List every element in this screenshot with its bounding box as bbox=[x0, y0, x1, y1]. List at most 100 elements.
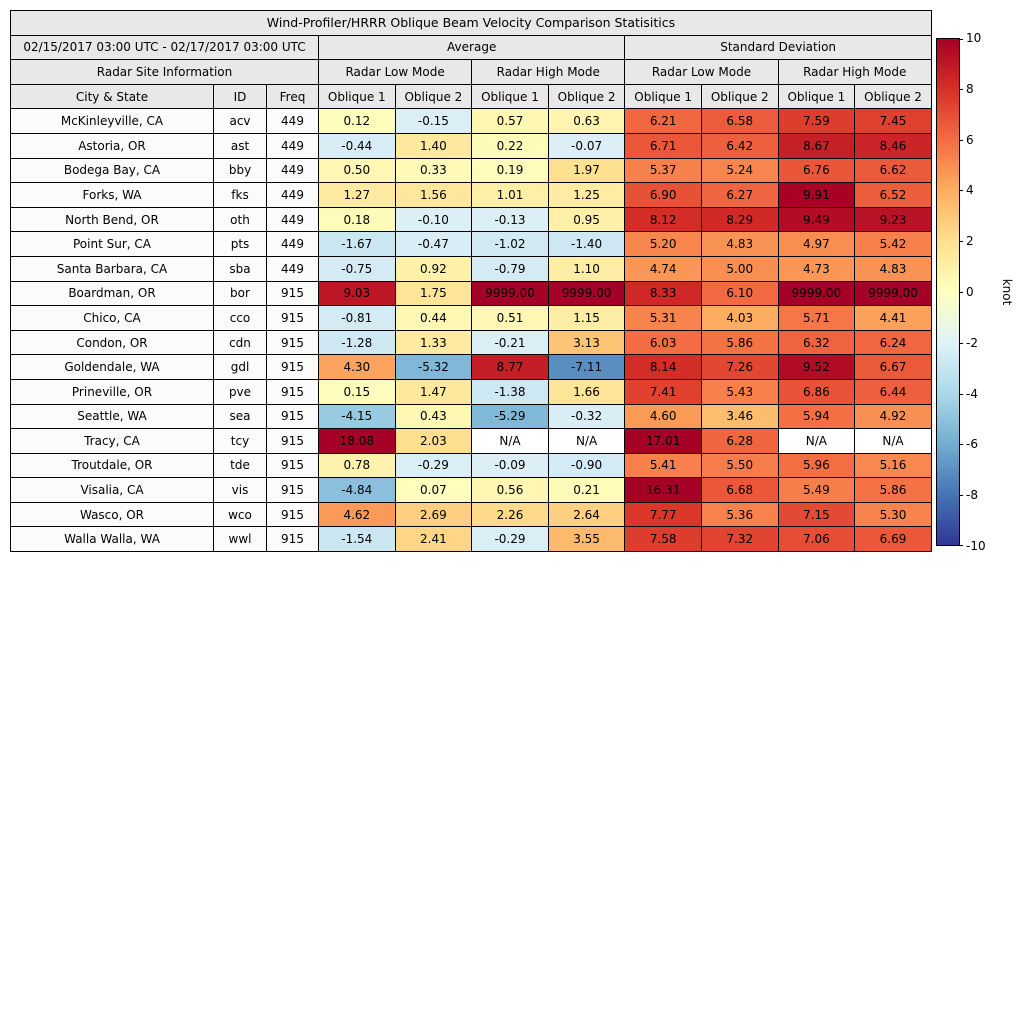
city-state-cell: Point Sur, CA bbox=[10, 231, 214, 257]
table-row: Visalia, CA vis 915 -4.84 0.07 0.56 0.21 16.31 6… bbox=[10, 477, 932, 503]
value-cell: 1.33 bbox=[394, 329, 473, 356]
value-cell: 0.50 bbox=[318, 157, 396, 184]
value-cell: 2.03 bbox=[394, 428, 473, 454]
value-cell: -5.32 bbox=[394, 354, 473, 380]
colorbar-tick-mark bbox=[959, 139, 963, 141]
value-cell: 5.36 bbox=[700, 501, 779, 528]
site-id-cell: fks bbox=[213, 182, 267, 208]
value-cell: 6.03 bbox=[624, 329, 702, 356]
value-cell: 4.92 bbox=[854, 403, 932, 430]
table-row: Tracy, CA tcy 915 18.08 2.03 N/A N/A 17.01 6.28 N… bbox=[10, 428, 932, 454]
table-title: Wind-Profiler/HRRR Oblique Beam Velocity… bbox=[10, 10, 932, 36]
value-cell: 6.90 bbox=[624, 182, 702, 208]
value-cell: 0.19 bbox=[471, 157, 549, 184]
site-id-cell: bby bbox=[213, 157, 267, 184]
city-state-column-header: City & State bbox=[10, 83, 214, 110]
site-id-cell: cdn bbox=[213, 329, 267, 356]
value-cell: 7.06 bbox=[777, 526, 856, 553]
oblique2-column-header: Oblique 2 bbox=[854, 83, 932, 110]
value-cell: -4.15 bbox=[318, 403, 396, 430]
value-cell: -0.13 bbox=[471, 206, 549, 233]
value-cell: 5.37 bbox=[624, 157, 702, 184]
value-cell: -0.07 bbox=[547, 132, 626, 159]
table-row: Walla Walla, WA wwl 915 -1.54 2.41 -0.29 3.55 7… bbox=[10, 526, 932, 553]
site-id-cell: acv bbox=[213, 108, 267, 134]
value-cell: 9.91 bbox=[777, 182, 856, 208]
value-cell: 8.67 bbox=[777, 132, 856, 159]
oblique1-column-header: Oblique 1 bbox=[624, 83, 702, 110]
colorbar-bar bbox=[936, 38, 963, 546]
site-id-cell: cco bbox=[213, 305, 267, 331]
value-cell: 4.41 bbox=[854, 305, 932, 331]
value-cell: 5.31 bbox=[624, 305, 702, 331]
freq-cell: 449 bbox=[266, 206, 319, 233]
city-state-cell: North Bend, OR bbox=[10, 206, 214, 233]
city-state-cell: Chico, CA bbox=[10, 305, 214, 331]
value-cell: 5.94 bbox=[777, 403, 856, 430]
value-cell: 0.92 bbox=[394, 255, 473, 282]
value-cell: 2.41 bbox=[394, 526, 473, 553]
value-cell: 0.51 bbox=[471, 305, 549, 331]
mode-header-row: Radar Site Information Radar Low Mode Ra… bbox=[10, 59, 932, 85]
value-cell: 7.59 bbox=[777, 108, 856, 134]
value-cell: 0.63 bbox=[547, 108, 626, 134]
city-state-cell: Astoria, OR bbox=[10, 132, 214, 159]
value-cell: N/A bbox=[777, 428, 856, 454]
freq-cell: 915 bbox=[266, 280, 319, 307]
value-cell: 17.01 bbox=[624, 428, 702, 454]
value-cell: 1.56 bbox=[394, 182, 473, 208]
value-cell: 6.10 bbox=[700, 280, 779, 307]
sd-low-mode-header: Radar Low Mode bbox=[624, 59, 779, 85]
freq-cell: 915 bbox=[266, 354, 319, 380]
site-id-cell: wwl bbox=[213, 526, 267, 553]
value-cell: -0.32 bbox=[547, 403, 626, 430]
oblique2-column-header: Oblique 2 bbox=[547, 83, 626, 110]
value-cell: 6.52 bbox=[854, 182, 932, 208]
colorbar-tick-label: -8 bbox=[966, 488, 978, 503]
value-cell: 9999.00 bbox=[471, 280, 549, 307]
value-cell: -0.44 bbox=[318, 132, 396, 159]
value-cell: 4.62 bbox=[318, 501, 396, 528]
table-row: Wasco, OR wco 915 4.62 2.69 2.26 2.64 7.77 5.36 7… bbox=[10, 501, 932, 528]
value-cell: 5.42 bbox=[854, 231, 932, 257]
column-header-row: City & State ID Freq Oblique 1 Oblique 2… bbox=[10, 83, 932, 110]
table-row: Bodega Bay, CA bby 449 0.50 0.33 0.19 1.97 5.37… bbox=[10, 157, 932, 184]
value-cell: 1.66 bbox=[547, 378, 626, 405]
value-cell: 5.49 bbox=[777, 477, 856, 503]
value-cell: -0.79 bbox=[471, 255, 549, 282]
value-cell: 0.12 bbox=[318, 108, 396, 134]
value-cell: -0.90 bbox=[547, 452, 626, 479]
value-cell: 16.31 bbox=[624, 477, 702, 503]
colorbar-tick-mark bbox=[959, 88, 963, 90]
colorbar-tick-mark bbox=[959, 545, 963, 546]
table-row: Astoria, OR ast 449 -0.44 1.40 0.22 -0.07 6.71 6… bbox=[10, 132, 932, 159]
value-cell: 6.44 bbox=[854, 378, 932, 405]
value-cell: 7.58 bbox=[624, 526, 702, 553]
value-cell: 6.42 bbox=[700, 132, 779, 159]
value-cell: -0.29 bbox=[394, 452, 473, 479]
value-cell: 1.10 bbox=[547, 255, 626, 282]
colorbar-tick-mark bbox=[959, 444, 963, 446]
value-cell: 6.67 bbox=[854, 354, 932, 380]
city-state-cell: Prineville, OR bbox=[10, 378, 214, 405]
value-cell: 5.24 bbox=[700, 157, 779, 184]
value-cell: 4.74 bbox=[624, 255, 702, 282]
value-cell: N/A bbox=[471, 428, 549, 454]
value-cell: 6.62 bbox=[854, 157, 932, 184]
value-cell: 8.12 bbox=[624, 206, 702, 233]
value-cell: 4.03 bbox=[700, 305, 779, 331]
table-row: Prineville, OR pve 915 0.15 1.47 -1.38 1.66 7.4… bbox=[10, 378, 932, 405]
colorbar-tick-mark bbox=[959, 342, 963, 344]
value-cell: 0.57 bbox=[471, 108, 549, 134]
table-row: Condon, OR cdn 915 -1.28 1.33 -0.21 3.13 6.03 5.… bbox=[10, 329, 932, 356]
freq-cell: 915 bbox=[266, 501, 319, 528]
value-cell: 4.60 bbox=[624, 403, 702, 430]
value-cell: 5.41 bbox=[624, 452, 702, 479]
value-cell: 3.46 bbox=[700, 403, 779, 430]
city-state-cell: Walla Walla, WA bbox=[10, 526, 214, 553]
colorbar-gradient bbox=[937, 39, 959, 545]
value-cell: 0.07 bbox=[394, 477, 473, 503]
avg-low-mode-header: Radar Low Mode bbox=[317, 59, 473, 85]
colorbar-tick-label: 8 bbox=[966, 81, 974, 96]
value-cell: 8.46 bbox=[854, 132, 932, 159]
